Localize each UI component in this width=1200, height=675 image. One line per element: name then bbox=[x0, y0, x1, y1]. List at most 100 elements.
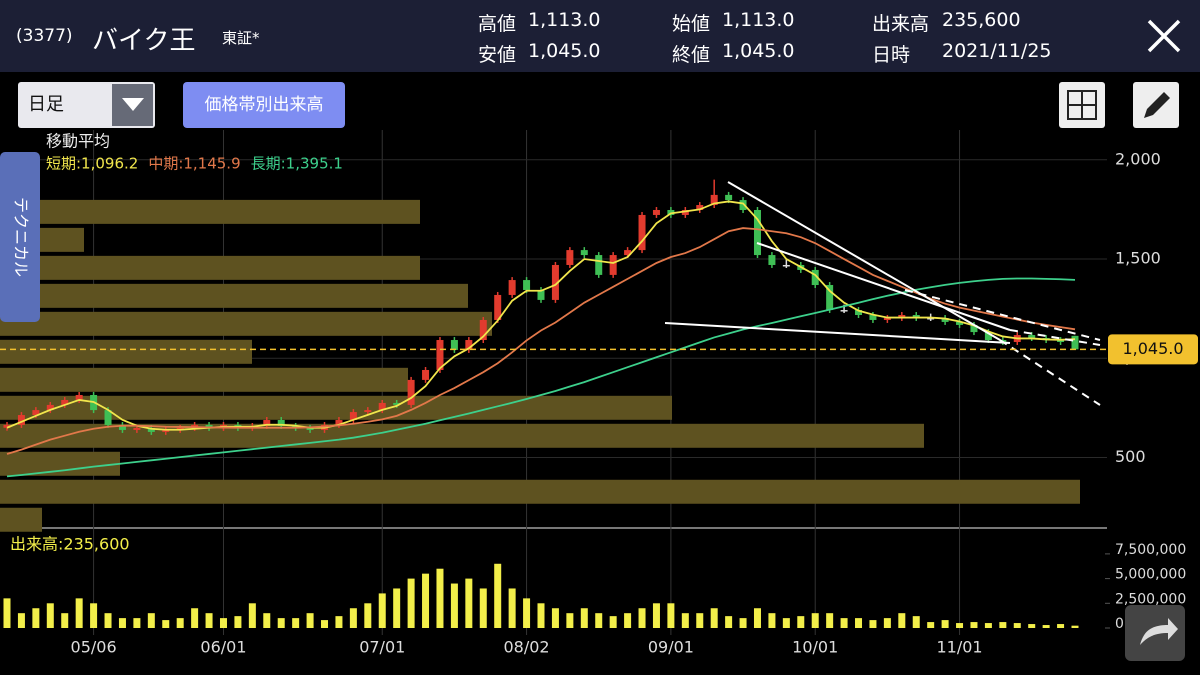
volume-bar bbox=[191, 608, 199, 628]
volume-bar bbox=[696, 613, 704, 628]
candle-body bbox=[956, 321, 964, 325]
x-tick-label: 06/01 bbox=[200, 638, 246, 657]
volume-bar bbox=[219, 618, 227, 628]
profile-bar bbox=[0, 479, 1080, 504]
volume-bar bbox=[306, 613, 314, 628]
quote-label: 出来高 bbox=[872, 13, 930, 35]
layout-icon bbox=[1067, 90, 1097, 120]
candle-body bbox=[118, 424, 126, 430]
volume-bar bbox=[422, 573, 430, 628]
market: 東証* bbox=[222, 29, 260, 47]
profile-bar bbox=[0, 311, 492, 336]
x-tick-label: 11/01 bbox=[936, 638, 982, 657]
volume-bar bbox=[3, 598, 11, 628]
header-bar: (3377) バイク王 東証* 高値 1,113.0 安値 1,045.0 始値… bbox=[0, 0, 1200, 72]
volume-bar bbox=[205, 613, 213, 628]
candle-body bbox=[638, 214, 646, 251]
candle-body bbox=[422, 369, 430, 380]
candle-body bbox=[147, 427, 155, 432]
x-tick-label: 08/02 bbox=[504, 638, 550, 657]
volume-bar bbox=[638, 608, 646, 628]
volume-bar bbox=[566, 613, 574, 628]
quote-value: 1,045.0 bbox=[528, 40, 601, 62]
candle-body bbox=[465, 340, 473, 350]
profile-button[interactable] bbox=[183, 82, 345, 128]
candle-body bbox=[46, 404, 54, 411]
volume-bar bbox=[681, 613, 689, 628]
x-tick-label: 07/01 bbox=[359, 638, 405, 657]
profile-bar bbox=[0, 423, 924, 448]
volume-bar bbox=[508, 588, 516, 628]
candle-body bbox=[364, 410, 372, 413]
volume-bar bbox=[234, 616, 242, 628]
volume-bar bbox=[147, 613, 155, 628]
volume-bar bbox=[956, 623, 964, 628]
profile-bar bbox=[0, 255, 420, 280]
volume-bar bbox=[537, 603, 545, 628]
candle-body bbox=[263, 420, 271, 426]
volume-bar bbox=[523, 598, 531, 628]
candle-body bbox=[580, 250, 588, 256]
volume-bar bbox=[465, 578, 473, 628]
candle-body bbox=[970, 324, 978, 333]
candle-body bbox=[624, 250, 632, 256]
candle-body bbox=[277, 420, 285, 426]
candle-body bbox=[696, 205, 704, 210]
candle-body bbox=[335, 420, 343, 425]
volume-bar bbox=[927, 622, 935, 628]
volume-bar bbox=[710, 608, 718, 628]
candle-body bbox=[306, 427, 314, 430]
legend-entry: 中期:1,145.9 bbox=[148, 155, 240, 173]
quote-label: 高値 bbox=[478, 13, 517, 35]
candle-body bbox=[609, 255, 617, 275]
quote-value: 1,113.0 bbox=[722, 9, 795, 31]
quote-value: 1,045.0 bbox=[722, 40, 795, 62]
candle-body bbox=[768, 255, 776, 265]
candle-body bbox=[927, 317, 935, 320]
moving-average-line bbox=[6, 227, 1076, 455]
y-tick-label: 2,000 bbox=[1115, 149, 1161, 168]
candle-body bbox=[551, 264, 559, 300]
volume-bar bbox=[912, 616, 920, 628]
volume-bar bbox=[840, 618, 848, 628]
volume-bar bbox=[999, 622, 1007, 628]
candle-body bbox=[378, 402, 386, 411]
side-tab-label: テクニカル bbox=[12, 197, 31, 277]
volume-bar bbox=[869, 620, 877, 628]
volume-bar bbox=[61, 613, 69, 628]
candle-body bbox=[3, 424, 11, 428]
side-tab[interactable] bbox=[0, 152, 40, 322]
trend-lines bbox=[664, 181, 1101, 406]
period-label: 日足 bbox=[28, 94, 64, 115]
volume-bar bbox=[782, 618, 790, 628]
close-button[interactable] bbox=[1146, 18, 1182, 54]
volume-bar bbox=[551, 608, 559, 628]
candle-body bbox=[133, 427, 141, 430]
volume-tick-label: 7,500,000 bbox=[1115, 542, 1186, 558]
volume-bar bbox=[263, 613, 271, 628]
legend-entry: 短期:1,096.2 bbox=[46, 155, 138, 173]
volume-bar bbox=[984, 623, 992, 628]
volume-bar bbox=[970, 622, 978, 628]
moving-average-line bbox=[6, 277, 1076, 478]
volume-bar bbox=[753, 608, 761, 628]
candle-body bbox=[523, 280, 531, 290]
volume-bar bbox=[378, 593, 386, 628]
candle-body bbox=[652, 209, 660, 215]
candle-body bbox=[1028, 335, 1036, 339]
last-price-tag bbox=[1108, 334, 1198, 365]
candle-body bbox=[941, 317, 949, 322]
candle-body bbox=[681, 209, 689, 215]
select-arrow bbox=[122, 98, 144, 111]
candle-body bbox=[1071, 335, 1079, 350]
volume-tick-label: 2,500,000 bbox=[1115, 591, 1186, 607]
volume-bar bbox=[1071, 625, 1079, 628]
candle-body bbox=[782, 264, 790, 267]
volume-bar bbox=[883, 618, 891, 628]
volume-title: 出来高:235,600 bbox=[10, 535, 130, 554]
volume-bar bbox=[75, 598, 83, 628]
candle-body bbox=[393, 402, 401, 405]
profile-button-label: 価格帯別出来高 bbox=[205, 95, 324, 115]
